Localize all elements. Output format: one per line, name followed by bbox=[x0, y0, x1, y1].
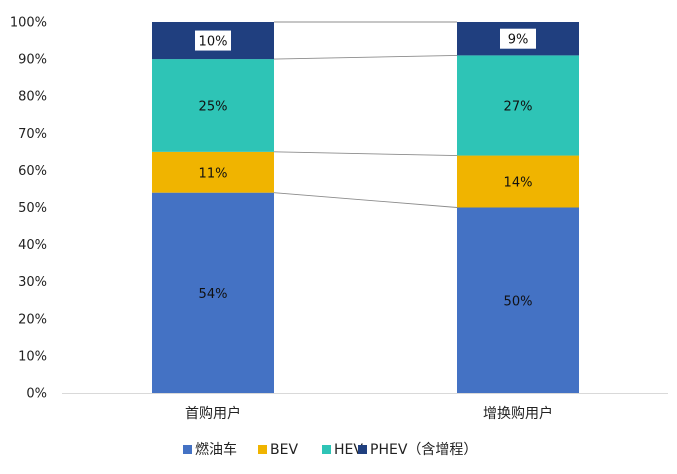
x-category-label: 首购用户 bbox=[185, 405, 241, 422]
y-tick-label: 0% bbox=[26, 387, 47, 402]
legend-swatch bbox=[258, 445, 267, 454]
data-label-background bbox=[195, 30, 231, 51]
data-labels-group: 54% 50% 11% 14% 25% 27% 10% 9% bbox=[195, 28, 536, 309]
series-connector-line bbox=[273, 54, 458, 60]
data-label: 27% bbox=[504, 99, 533, 114]
legend-label: PHEV（含增程） bbox=[370, 442, 477, 458]
y-tick-label: 80% bbox=[18, 90, 47, 105]
legend-label: 燃油车 bbox=[195, 441, 237, 458]
y-tick-label: 10% bbox=[18, 349, 47, 364]
legend: 燃油车 BEV HEV PHEV（含增程） bbox=[183, 441, 477, 458]
data-label: 11% bbox=[199, 166, 228, 181]
legend-label: HEV bbox=[334, 442, 363, 458]
legend-label: BEV bbox=[270, 442, 298, 458]
bar-segment bbox=[457, 55, 579, 156]
data-label: 50% bbox=[504, 294, 533, 309]
series-connector-line bbox=[273, 151, 458, 157]
bars-group bbox=[152, 22, 579, 393]
bar-segment bbox=[457, 207, 579, 393]
y-tick-label: 90% bbox=[18, 53, 47, 68]
y-tick-label: 50% bbox=[18, 201, 47, 216]
series-connector-lines bbox=[273, 21, 458, 208]
y-tick-label: 20% bbox=[18, 312, 47, 327]
y-tick-label: 30% bbox=[18, 275, 47, 290]
bar-segment bbox=[152, 192, 274, 393]
y-tick-label: 100% bbox=[10, 16, 47, 31]
y-tick-label: 40% bbox=[18, 238, 47, 253]
data-label: 10% bbox=[199, 35, 228, 50]
y-tick-label: 60% bbox=[18, 164, 47, 179]
x-axis: 首购用户 增换购用户 bbox=[62, 393, 668, 422]
y-axis: 0% 10% 20% 30% 40% 50% 60% 70% 80% 90% 100% bbox=[10, 16, 47, 402]
bar-segment bbox=[152, 151, 274, 193]
legend-swatch bbox=[358, 445, 367, 454]
data-label: 9% bbox=[508, 33, 529, 48]
x-category-label: 增换购用户 bbox=[483, 405, 553, 422]
legend-swatch bbox=[322, 445, 331, 454]
legend-swatch bbox=[183, 445, 192, 454]
data-label: 25% bbox=[199, 99, 228, 114]
data-label-background bbox=[500, 28, 536, 49]
bar-segment bbox=[457, 155, 579, 208]
data-label: 14% bbox=[504, 176, 533, 191]
series-connector-line bbox=[273, 192, 458, 208]
bar-segment bbox=[152, 59, 274, 152]
data-label: 54% bbox=[199, 287, 228, 302]
y-tick-label: 70% bbox=[18, 127, 47, 142]
